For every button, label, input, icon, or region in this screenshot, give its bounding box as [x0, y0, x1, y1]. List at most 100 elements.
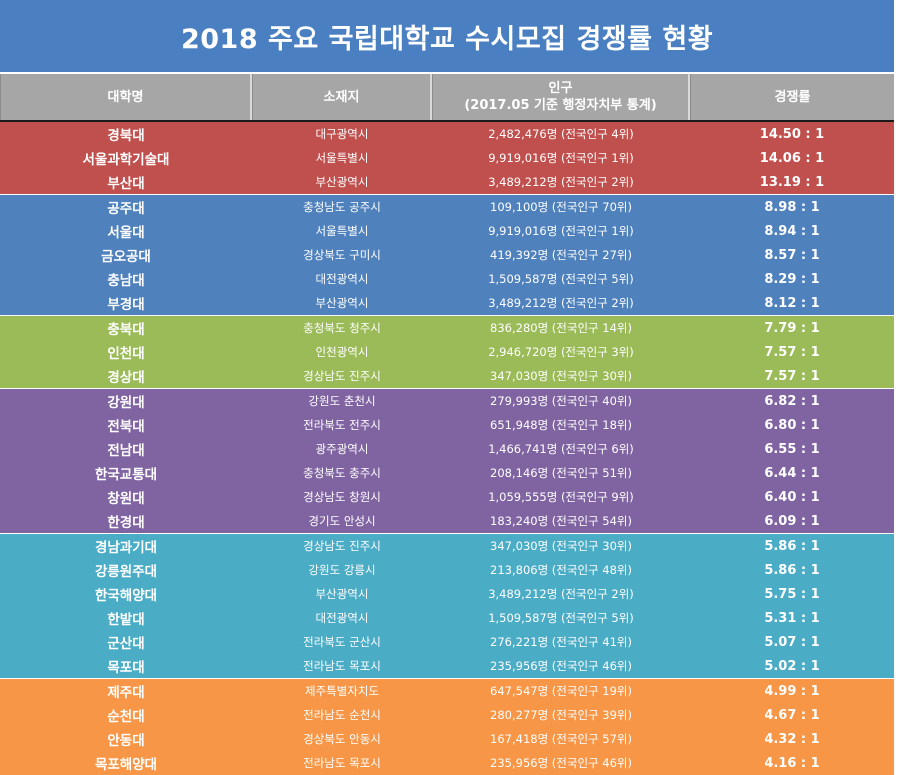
location-cell: 서울특별시	[315, 151, 369, 165]
population-cell: 3,489,212명 (전국인구 2위)	[488, 175, 634, 189]
table-row: 서울대 서울특별시 9,919,016명 (전국인구 1위) 8.94 : 1	[0, 219, 894, 243]
header-university: 대학명	[0, 74, 252, 120]
table-row: 한국교통대 충청북도 충주시 208,146명 (전국인구 51위) 6.44 : 1	[0, 461, 894, 485]
ratio-cell: 5.31 : 1	[764, 610, 820, 626]
header-university-label: 대학명	[107, 89, 144, 105]
university-name: 금오공대	[101, 249, 151, 265]
university-name: 한밭대	[107, 612, 145, 628]
ratio-cell: 6.55 : 1	[764, 441, 820, 457]
location-cell: 충청남도 공주시	[303, 200, 381, 214]
ratio-cell: 8.94 : 1	[764, 223, 820, 239]
population-cell: 109,100명 (전국인구 70위)	[490, 200, 632, 214]
population-cell: 2,946,720명 (전국인구 3위)	[488, 345, 634, 359]
university-name: 강원대	[107, 395, 145, 411]
header-population-label: 인구	[548, 81, 573, 96]
university-name: 경북대	[107, 128, 145, 144]
university-name: 서울대	[107, 225, 145, 241]
table-row: 한밭대 대전광역시 1,509,587명 (전국인구 5위) 5.31 : 1	[0, 606, 894, 630]
ratio-cell: 8.12 : 1	[764, 295, 820, 311]
header-population-note: (2017.05 기준 행정자치부 통계)	[464, 98, 657, 113]
ratio-cell: 6.80 : 1	[764, 417, 820, 433]
population-cell: 1,509,587명 (전국인구 5위)	[488, 611, 634, 625]
population-cell: 347,030명 (전국인구 30위)	[490, 369, 632, 383]
population-cell: 280,277명 (전국인구 39위)	[490, 708, 632, 722]
table-row: 군산대 전라북도 군산시 276,221명 (전국인구 41위) 5.07 : 1	[0, 630, 894, 654]
ratio-cell: 5.86 : 1	[764, 562, 820, 578]
ratio-cell: 4.99 : 1	[764, 683, 820, 699]
ratio-cell: 4.16 : 1	[764, 755, 820, 771]
ratio-cell: 5.07 : 1	[764, 634, 820, 650]
population-cell: 9,919,016명 (전국인구 1위)	[488, 151, 634, 165]
ratio-cell: 6.40 : 1	[764, 489, 820, 505]
ratio-cell: 8.57 : 1	[764, 247, 820, 263]
location-cell: 충청북도 충주시	[303, 466, 381, 480]
table-row: 서울과학기술대 서울특별시 9,919,016명 (전국인구 1위) 14.06 : …	[0, 146, 894, 170]
location-cell: 경상북도 안동시	[303, 732, 381, 746]
table-row: 목포대 전라남도 목포시 235,956명 (전국인구 46위) 5.02 : 1	[0, 654, 894, 678]
location-cell: 전라남도 목포시	[303, 756, 381, 770]
ratio-cell: 5.02 : 1	[764, 658, 820, 674]
population-cell: 651,948명 (전국인구 18위)	[490, 418, 632, 432]
table-row: 부산대 부산광역시 3,489,212명 (전국인구 2위) 13.19 : 1	[0, 170, 894, 194]
university-name: 충북대	[107, 322, 145, 338]
ratio-cell: 6.82 : 1	[764, 393, 820, 409]
location-cell: 경상남도 창원시	[303, 490, 381, 504]
location-cell: 부산광역시	[315, 587, 369, 601]
population-cell: 1,509,587명 (전국인구 5위)	[488, 272, 634, 286]
page-title: 2018 주요 국립대학교 수시모집 경쟁률 현황	[180, 23, 714, 55]
table-header: 대학명 소재지 인구 (2017.05 기준 행정자치부 통계) 경쟁률	[0, 74, 894, 122]
table-row: 공주대 충청남도 공주시 109,100명 (전국인구 70위) 8.98 : 1	[0, 194, 894, 219]
location-cell: 전라남도 목포시	[303, 659, 381, 673]
header-population: 인구 (2017.05 기준 행정자치부 통계)	[432, 74, 690, 120]
table-row: 인천대 인천광역시 2,946,720명 (전국인구 3위) 7.57 : 1	[0, 340, 894, 364]
university-name: 군산대	[107, 636, 145, 652]
header-ratio: 경쟁률	[690, 74, 894, 120]
table-row: 강원대 강원도 춘천시 279,993명 (전국인구 40위) 6.82 : 1	[0, 388, 894, 413]
university-name: 창원대	[107, 491, 145, 507]
location-cell: 부산광역시	[315, 296, 369, 310]
population-cell: 167,418명 (전국인구 57위)	[490, 732, 632, 746]
ratio-cell: 14.50 : 1	[759, 126, 825, 142]
university-name: 안동대	[107, 733, 145, 749]
university-name: 목포대	[107, 660, 145, 676]
header-location-label: 소재지	[323, 89, 360, 105]
population-cell: 183,240명 (전국인구 54위)	[490, 514, 632, 528]
university-name: 순천대	[107, 709, 145, 725]
table-row: 전남대 광주광역시 1,466,741명 (전국인구 6위) 6.55 : 1	[0, 437, 894, 461]
population-cell: 836,280명 (전국인구 14위)	[490, 321, 632, 335]
population-cell: 647,547명 (전국인구 19위)	[490, 684, 632, 698]
table-row: 충북대 충청북도 청주시 836,280명 (전국인구 14위) 7.79 : 1	[0, 315, 894, 340]
population-cell: 276,221명 (전국인구 41위)	[490, 635, 632, 649]
ratio-cell: 5.75 : 1	[764, 586, 820, 602]
table-row: 충남대 대전광역시 1,509,587명 (전국인구 5위) 8.29 : 1	[0, 267, 894, 291]
location-cell: 서울특별시	[315, 224, 369, 238]
table-row: 목포해양대 전라남도 목포시 235,956명 (전국인구 46위) 4.16 : 1	[0, 751, 894, 775]
location-cell: 전라남도 순천시	[303, 708, 381, 722]
university-name: 인천대	[107, 346, 145, 362]
population-cell: 208,146명 (전국인구 51위)	[490, 466, 632, 480]
university-name: 서울과학기술대	[82, 152, 170, 168]
ratio-cell: 7.79 : 1	[764, 320, 820, 336]
header-location: 소재지	[252, 74, 432, 120]
ratio-cell: 6.09 : 1	[764, 513, 820, 529]
ratio-cell: 14.06 : 1	[759, 150, 825, 166]
population-cell: 1,059,555명 (전국인구 9위)	[488, 490, 634, 504]
ratio-cell: 6.44 : 1	[764, 465, 820, 481]
university-name: 공주대	[107, 201, 145, 217]
population-cell: 235,956명 (전국인구 46위)	[490, 659, 632, 673]
location-cell: 대전광역시	[315, 611, 369, 625]
table-row: 부경대 부산광역시 3,489,212명 (전국인구 2위) 8.12 : 1	[0, 291, 894, 315]
table-row: 강릉원주대 강원도 강릉시 213,806명 (전국인구 48위) 5.86 : 1	[0, 558, 894, 582]
table-body: 경북대 대구광역시 2,482,476명 (전국인구 4위) 14.50 : 1 서울과…	[0, 122, 894, 775]
ratio-cell: 5.86 : 1	[764, 538, 820, 554]
header-ratio-label: 경쟁률	[774, 89, 811, 105]
population-cell: 347,030명 (전국인구 30위)	[490, 539, 632, 553]
university-name: 충남대	[107, 273, 145, 289]
table-row: 한국해양대 부산광역시 3,489,212명 (전국인구 2위) 5.75 : 1	[0, 582, 894, 606]
location-cell: 제주특별자치도	[304, 684, 380, 698]
ratio-cell: 4.67 : 1	[764, 707, 820, 723]
location-cell: 경기도 안성시	[308, 514, 376, 528]
population-cell: 1,466,741명 (전국인구 6위)	[488, 442, 634, 456]
university-name: 강릉원주대	[94, 564, 158, 580]
